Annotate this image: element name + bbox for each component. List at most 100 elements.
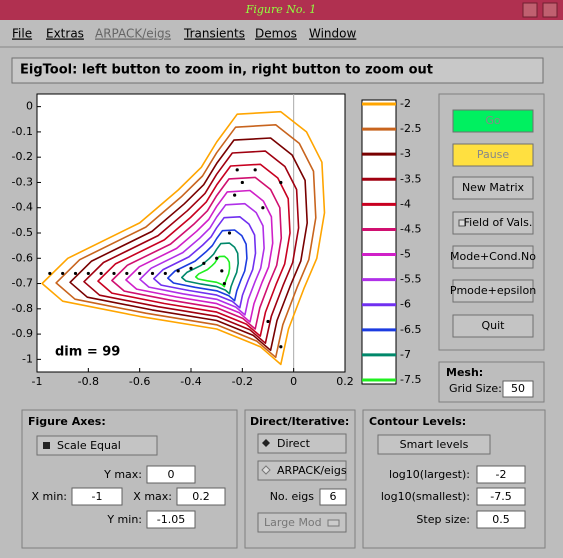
y-tick-label: -0.9: [12, 327, 33, 340]
button-label: Quit: [482, 319, 506, 332]
step-field[interactable]: [476, 510, 526, 529]
y-tick-label: -0.5: [12, 226, 33, 239]
xmin-field[interactable]: [71, 487, 123, 506]
menu-item[interactable]: Extras: [46, 27, 84, 41]
x-tick-label: -0.2: [232, 375, 253, 388]
eigenvalue: [227, 231, 232, 235]
menu-item[interactable]: Demos: [255, 27, 297, 41]
smallest-field[interactable]: [476, 487, 526, 506]
menu-item[interactable]: ARPACK/eigs: [95, 27, 171, 41]
button[interactable]: [452, 109, 534, 133]
xmax-field[interactable]: [176, 487, 226, 506]
eigenvalue: [73, 271, 78, 276]
y-tick-label: -0.4: [12, 201, 33, 214]
button[interactable]: [452, 211, 534, 235]
smart-levels-button[interactable]: [377, 434, 491, 455]
eigenvalue: [112, 271, 116, 276]
colorbar-label: -7.5: [400, 373, 421, 386]
colorbar-label: -4: [400, 197, 411, 210]
button[interactable]: [452, 143, 534, 167]
figure-axes-panel: [21, 409, 238, 549]
colorbar-label: -6.5: [400, 323, 421, 336]
ymin-field[interactable]: [146, 510, 196, 529]
minimize[interactable]: [522, 2, 538, 18]
eigenvalue: [261, 206, 265, 210]
button[interactable]: [452, 176, 534, 200]
ymax-field[interactable]: [146, 465, 196, 484]
eigenvalue: [233, 193, 237, 197]
which-menu[interactable]: [257, 512, 347, 533]
which: Large Mod: [264, 516, 322, 529]
grid-size-field[interactable]: [502, 380, 534, 398]
scale-equal-check: [43, 442, 50, 449]
plot-area: [36, 93, 346, 373]
contour: [139, 202, 265, 316]
largest-field[interactable]: [476, 465, 526, 484]
ymax: 0: [168, 468, 175, 481]
x-tick-label: -0.8: [78, 375, 99, 388]
x-tick-label: -0.6: [129, 375, 150, 388]
smart-levels: Smart levels: [400, 438, 469, 451]
eigenvalue: [189, 266, 193, 270]
maximize[interactable]: [542, 2, 558, 18]
largest: -2: [496, 468, 507, 481]
eigenvalue: [266, 319, 270, 324]
eigenvalue: [86, 271, 90, 276]
button[interactable]: [452, 314, 534, 338]
contour: [125, 189, 274, 323]
banner: EigTool: left button to zoom in, right b…: [20, 63, 433, 78]
button[interactable]: [452, 245, 534, 269]
eigenvalue: [202, 261, 206, 265]
colorbar-label: -6: [400, 298, 411, 311]
button-label: Mode+Cond.No: [450, 250, 536, 263]
eigenvalue: [163, 271, 167, 276]
x-tick-label: 0: [290, 375, 297, 388]
button-label: Field of Vals.: [464, 216, 533, 229]
eigenvalue: [176, 269, 180, 273]
contour: [97, 163, 291, 337]
contour: [111, 176, 283, 330]
step-label: Step size:: [416, 513, 470, 526]
annotation: dim = 99: [55, 344, 120, 359]
figure-axes-title: Figure Axes:: [28, 415, 106, 428]
direct-button[interactable]: [257, 433, 347, 454]
eigenvalue: [235, 168, 239, 172]
y-tick-label: -0.1: [12, 125, 33, 138]
x-tick-label: -1: [32, 375, 43, 388]
contour: [41, 110, 326, 366]
button[interactable]: [452, 279, 534, 303]
eigenvalue: [279, 180, 283, 185]
ymin: -1.05: [157, 513, 185, 526]
y-tick-label: -0.2: [12, 150, 33, 163]
contour: [55, 124, 317, 359]
contour: [167, 229, 248, 302]
no-eigs-field[interactable]: [319, 488, 347, 506]
grid-size: 50: [511, 382, 525, 395]
eigenvalue: [48, 271, 52, 276]
ymax-label: Y max:: [103, 468, 142, 481]
ymin-label: Y min:: [106, 513, 142, 526]
menu-item[interactable]: Window: [309, 27, 357, 41]
eigenvalue: [279, 345, 283, 349]
checkbox: [458, 219, 466, 227]
scale-equal-button[interactable]: [36, 435, 158, 456]
y-tick-label: 0: [26, 100, 33, 113]
x-tick-label: 0.2: [336, 375, 354, 388]
arpack-button[interactable]: [257, 460, 347, 481]
eigenvalue: [253, 168, 257, 172]
direct-radio: [262, 439, 270, 447]
y-tick-label: -0.8: [12, 302, 33, 315]
eigenvalue: [61, 271, 65, 276]
which-arrow: [327, 519, 340, 527]
colorbar-label: -5.5: [400, 273, 421, 286]
direct: Direct: [277, 437, 311, 450]
x-tick-label: -0.4: [180, 375, 201, 388]
direct-iterative-title: Direct/Iterative:: [250, 415, 349, 428]
contour: [181, 242, 239, 295]
colorbar-box: [361, 99, 397, 385]
menu-item[interactable]: File: [12, 27, 32, 41]
eigenvalue: [150, 271, 155, 276]
menu-item[interactable]: Transients: [183, 27, 245, 41]
banner-box: [11, 57, 544, 84]
contour: [153, 216, 257, 309]
